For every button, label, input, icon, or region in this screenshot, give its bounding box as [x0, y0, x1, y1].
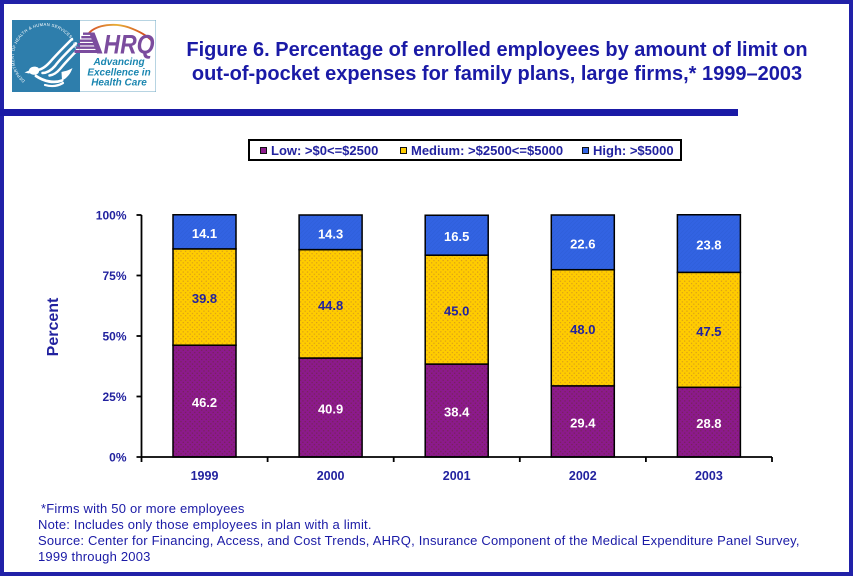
svg-text:46.2: 46.2	[192, 395, 217, 410]
svg-text:Percent: Percent	[45, 297, 62, 356]
svg-text:75%: 75%	[102, 269, 126, 283]
svg-text:50%: 50%	[102, 330, 126, 344]
svg-text:Excellence in: Excellence in	[87, 67, 150, 78]
svg-text:14.1: 14.1	[192, 226, 217, 241]
svg-text:25%: 25%	[102, 390, 126, 404]
svg-text:48.0: 48.0	[570, 322, 595, 337]
svg-text:23.8: 23.8	[696, 238, 721, 253]
svg-text:40.9: 40.9	[318, 402, 343, 417]
svg-text:29.4: 29.4	[570, 415, 596, 430]
svg-text:16.5: 16.5	[444, 229, 469, 244]
svg-text:Advancing: Advancing	[92, 57, 144, 68]
svg-text:HRQ: HRQ	[104, 30, 155, 60]
svg-text:2000: 2000	[317, 469, 345, 483]
svg-text:0%: 0%	[109, 451, 127, 465]
svg-text:28.8: 28.8	[696, 416, 721, 431]
svg-text:Health Care: Health Care	[91, 78, 147, 89]
svg-text:2001: 2001	[443, 469, 471, 483]
svg-text:44.8: 44.8	[318, 298, 343, 313]
svg-text:22.6: 22.6	[570, 236, 595, 251]
svg-text:39.8: 39.8	[192, 291, 217, 306]
svg-text:2003: 2003	[695, 469, 723, 483]
svg-text:100%: 100%	[96, 209, 127, 223]
svg-text:2002: 2002	[569, 469, 597, 483]
svg-text:38.4: 38.4	[444, 405, 470, 420]
svg-text:47.5: 47.5	[696, 324, 721, 339]
svg-text:45.0: 45.0	[444, 304, 469, 319]
svg-text:14.3: 14.3	[318, 226, 343, 241]
svg-text:1999: 1999	[191, 469, 219, 483]
